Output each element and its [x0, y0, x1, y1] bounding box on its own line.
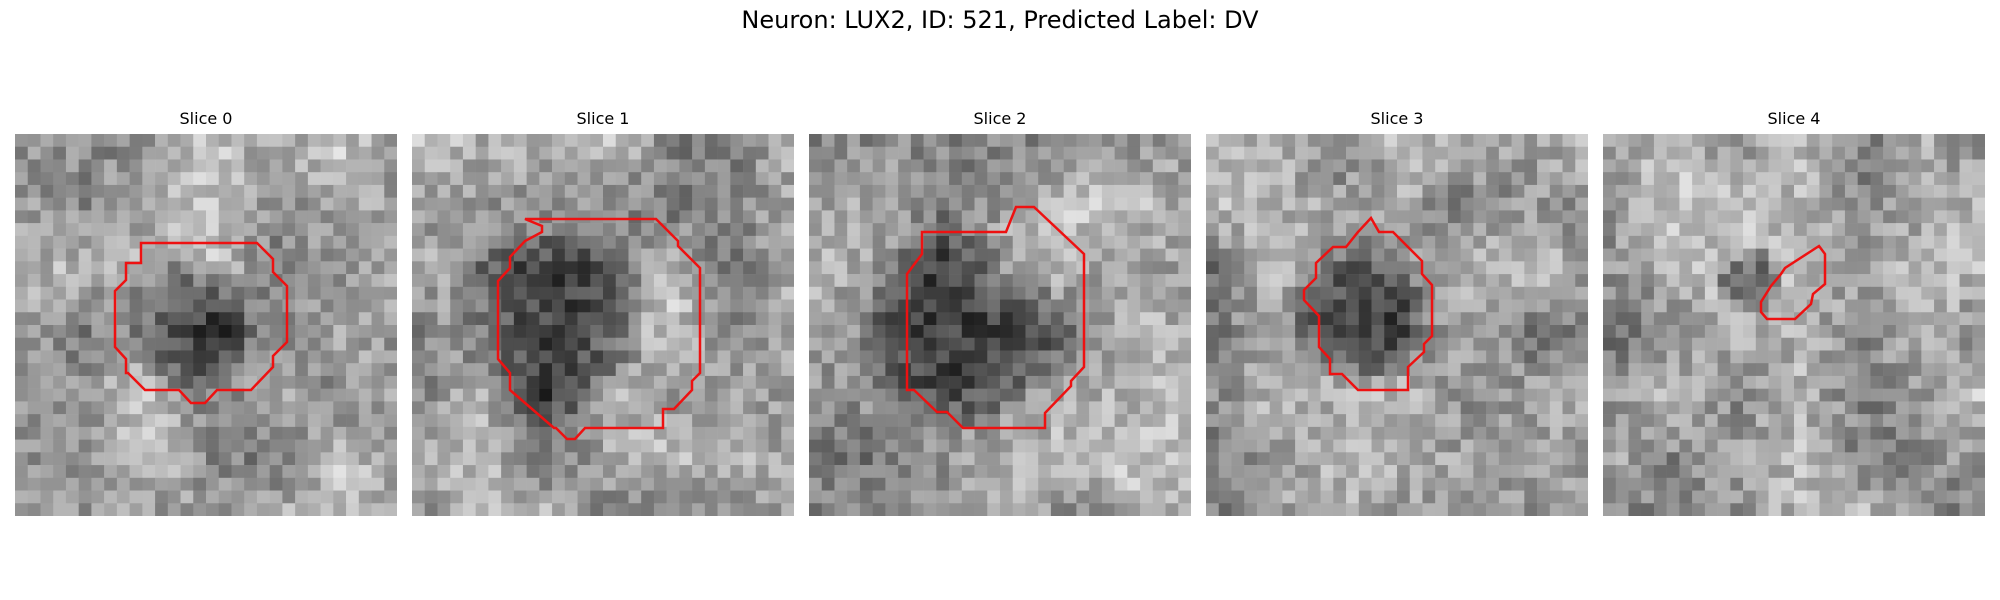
slice-title: Slice 3 [1206, 108, 1588, 130]
slice-image [15, 134, 397, 516]
slice-panel: Slice 3 [1206, 108, 1588, 516]
grayscale-pixel-grid [412, 134, 794, 516]
slice-image [412, 134, 794, 516]
grayscale-pixel-grid [809, 134, 1191, 516]
slice-panel: Slice 4 [1603, 108, 1985, 516]
figure-title: Neuron: LUX2, ID: 521, Predicted Label: … [0, 6, 2000, 34]
slice-title: Slice 4 [1603, 108, 1985, 130]
slice-image [1206, 134, 1588, 516]
grayscale-pixel-grid [1206, 134, 1588, 516]
slice-image [1603, 134, 1985, 516]
slice-image [809, 134, 1191, 516]
slice-title: Slice 2 [809, 108, 1191, 130]
slice-title: Slice 1 [412, 108, 794, 130]
grayscale-pixel-grid [1603, 134, 1985, 516]
grayscale-pixel-grid [15, 134, 397, 516]
slice-panel: Slice 2 [809, 108, 1191, 516]
slice-panel: Slice 0 [15, 108, 397, 516]
slice-panel: Slice 1 [412, 108, 794, 516]
slice-title: Slice 0 [15, 108, 397, 130]
